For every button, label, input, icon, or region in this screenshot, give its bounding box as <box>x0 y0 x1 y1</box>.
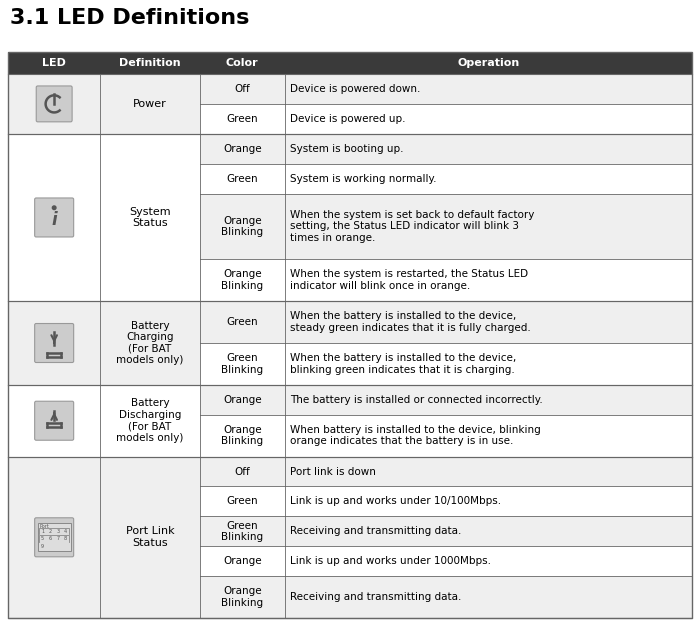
Text: Device is powered up.: Device is powered up. <box>290 114 405 124</box>
Text: 6: 6 <box>48 536 52 541</box>
Bar <box>285 385 692 415</box>
Text: Link is up and works under 1000Mbps.: Link is up and works under 1000Mbps. <box>290 556 491 566</box>
Text: Color: Color <box>226 58 258 68</box>
Bar <box>199 385 285 415</box>
Text: 1: 1 <box>41 529 44 534</box>
Text: 7: 7 <box>56 536 60 541</box>
Text: 8: 8 <box>64 536 67 541</box>
Text: Device is powered down.: Device is powered down. <box>290 84 421 94</box>
Text: Orange: Orange <box>223 144 262 154</box>
Bar <box>285 164 692 193</box>
Bar <box>199 343 285 385</box>
Bar <box>8 52 692 74</box>
Bar <box>8 74 100 134</box>
Bar <box>285 193 692 259</box>
Text: The battery is installed or connected incorrectly.: The battery is installed or connected in… <box>290 395 542 405</box>
Text: Port: Port <box>40 524 50 529</box>
Text: Receiving and transmitting data.: Receiving and transmitting data. <box>290 592 461 602</box>
FancyBboxPatch shape <box>35 323 74 363</box>
Bar <box>199 259 285 301</box>
Bar <box>8 385 100 457</box>
Bar <box>285 343 692 385</box>
Bar <box>285 516 692 546</box>
Text: Green
Blinking: Green Blinking <box>221 521 263 542</box>
Bar <box>285 301 692 343</box>
FancyBboxPatch shape <box>35 518 74 557</box>
Text: System is booting up.: System is booting up. <box>290 144 403 154</box>
FancyBboxPatch shape <box>35 198 74 237</box>
Bar <box>100 385 200 457</box>
Text: When the battery is installed to the device,
blinking green indicates that it is: When the battery is installed to the dev… <box>290 353 517 374</box>
Text: Link is up and works under 10/100Mbps.: Link is up and works under 10/100Mbps. <box>290 496 501 506</box>
Text: Green: Green <box>227 114 258 124</box>
Bar <box>8 301 100 385</box>
Text: LED: LED <box>42 58 66 68</box>
Text: Green: Green <box>227 496 258 506</box>
Text: System
Status: System Status <box>129 207 171 228</box>
Text: When the system is restarted, the Status LED
indicator will blink once in orange: When the system is restarted, the Status… <box>290 269 528 291</box>
Bar <box>199 516 285 546</box>
Text: 3.1 LED Definitions: 3.1 LED Definitions <box>10 8 249 28</box>
Bar <box>285 415 692 457</box>
Bar <box>285 546 692 576</box>
Text: Receiving and transmitting data.: Receiving and transmitting data. <box>290 526 461 536</box>
Text: When battery is installed to the device, blinking
orange indicates that the batt: When battery is installed to the device,… <box>290 425 541 447</box>
Bar <box>285 457 692 486</box>
Text: Power: Power <box>133 99 167 109</box>
Text: When the battery is installed to the device,
steady green indicates that it is f: When the battery is installed to the dev… <box>290 311 531 333</box>
Bar <box>199 576 285 618</box>
Text: 9: 9 <box>41 544 44 549</box>
Bar <box>8 134 100 301</box>
Text: Green: Green <box>227 317 258 327</box>
Text: Off: Off <box>234 466 250 476</box>
Bar <box>285 259 692 301</box>
Text: Orange: Orange <box>223 395 262 405</box>
Text: 3: 3 <box>56 529 60 534</box>
Bar <box>100 457 200 618</box>
Bar <box>199 301 285 343</box>
Bar <box>100 74 200 134</box>
Text: Definition: Definition <box>119 58 181 68</box>
Text: Orange
Blinking: Orange Blinking <box>221 425 263 447</box>
Bar <box>199 104 285 134</box>
Bar <box>199 193 285 259</box>
Bar <box>199 74 285 104</box>
Text: Orange
Blinking: Orange Blinking <box>221 216 263 237</box>
Text: Orange
Blinking: Orange Blinking <box>221 587 263 608</box>
Bar <box>285 104 692 134</box>
Text: Orange: Orange <box>223 556 262 566</box>
Text: Operation: Operation <box>457 58 519 68</box>
FancyBboxPatch shape <box>35 401 74 440</box>
Text: System is working normally.: System is working normally. <box>290 174 437 183</box>
FancyBboxPatch shape <box>36 86 72 122</box>
Text: 4: 4 <box>64 529 67 534</box>
Bar <box>100 134 200 301</box>
Bar <box>199 546 285 576</box>
Bar <box>285 74 692 104</box>
Text: Battery
Discharging
(For BAT
models only): Battery Discharging (For BAT models only… <box>116 398 183 443</box>
Bar <box>285 576 692 618</box>
Text: Orange
Blinking: Orange Blinking <box>221 269 263 291</box>
Bar <box>199 457 285 486</box>
Bar <box>285 134 692 164</box>
Text: Battery
Charging
(For BAT
models only): Battery Charging (For BAT models only) <box>116 320 183 365</box>
Text: Port Link
Status: Port Link Status <box>125 526 174 548</box>
Text: When the system is set back to default factory
setting, the Status LED indicator: When the system is set back to default f… <box>290 210 534 243</box>
Bar <box>38 523 71 551</box>
Circle shape <box>52 206 56 210</box>
Text: 5: 5 <box>41 536 44 541</box>
Bar <box>199 415 285 457</box>
Bar <box>199 486 285 516</box>
Bar <box>8 457 100 618</box>
Bar <box>199 134 285 164</box>
Bar <box>285 486 692 516</box>
Text: Green
Blinking: Green Blinking <box>221 353 263 374</box>
Text: Green: Green <box>227 174 258 183</box>
Bar <box>199 164 285 193</box>
Text: Off: Off <box>234 84 250 94</box>
Text: i: i <box>51 211 57 229</box>
Text: 2: 2 <box>48 529 52 534</box>
Text: Port link is down: Port link is down <box>290 466 376 476</box>
Bar <box>100 301 200 385</box>
